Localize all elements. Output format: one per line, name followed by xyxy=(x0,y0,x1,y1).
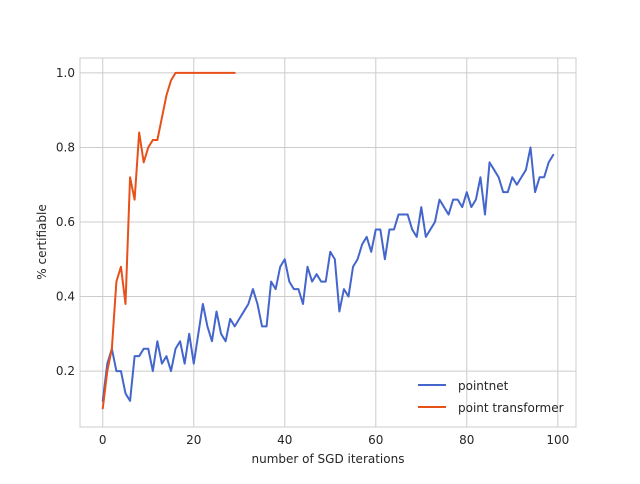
y-tick-label: 0.2 xyxy=(56,364,75,378)
series-line-pointnet xyxy=(101,146,555,402)
legend-label-pointnet: pointnet xyxy=(458,379,509,393)
series-line-point-transformer xyxy=(101,71,236,410)
plot-frame xyxy=(79,57,577,428)
y-tick-label: 1.0 xyxy=(56,66,75,80)
legend-label-point-transformer: point transformer xyxy=(458,401,564,415)
x-tick-label: 80 xyxy=(459,433,474,447)
x-axis-label: number of SGD iterations xyxy=(252,452,405,466)
series-layer xyxy=(101,71,555,410)
grid xyxy=(80,58,576,427)
tick-labels: 0 20 40 60 80 100 0.2 0.4 0.6 0.8 1.0 xyxy=(56,66,569,447)
y-tick-label: 0.8 xyxy=(56,140,75,154)
x-tick-label: 20 xyxy=(186,433,201,447)
y-tick-label: 0.4 xyxy=(56,290,75,304)
x-tick-label: 60 xyxy=(368,433,383,447)
legend: pointnet point transformer xyxy=(418,379,564,415)
y-tick-label: 0.6 xyxy=(56,215,75,229)
y-axis-label: % certifiable xyxy=(35,204,49,279)
x-tick-label: 0 xyxy=(99,433,107,447)
x-tick-label: 100 xyxy=(546,433,569,447)
x-tick-label: 40 xyxy=(277,433,292,447)
plot-area xyxy=(80,58,576,427)
